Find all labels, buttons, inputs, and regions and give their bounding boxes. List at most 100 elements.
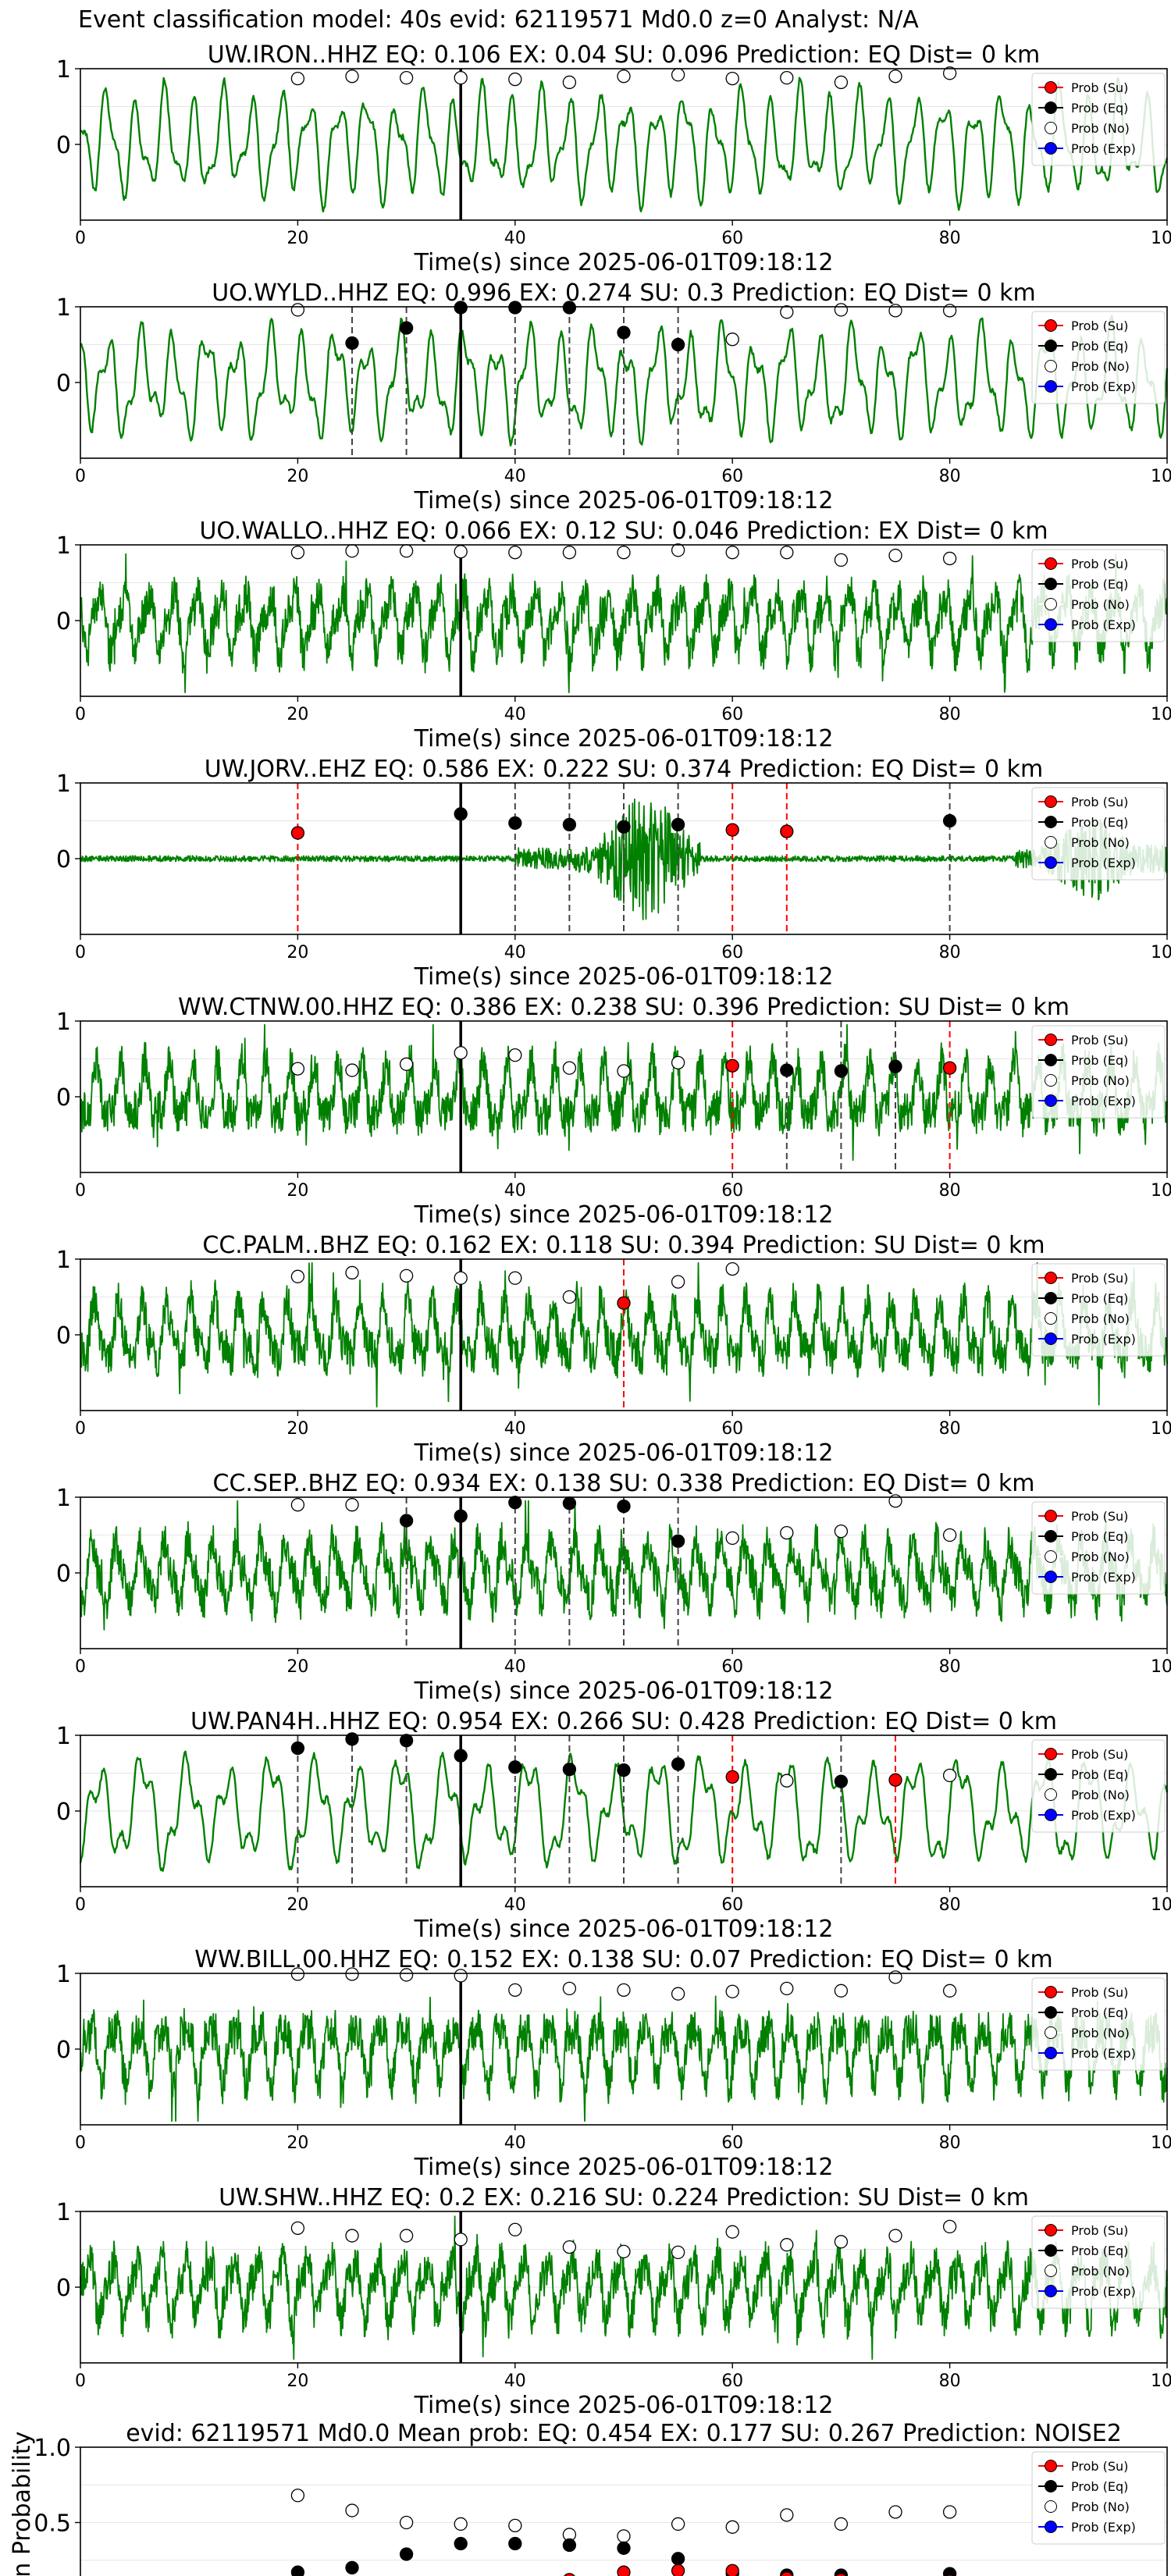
- legend-label-su: Prob (Su): [1071, 80, 1128, 95]
- panel-9: WW.BILL.00.HHZ EQ: 0.152 EX: 0.138 SU: 0…: [56, 1946, 1171, 2181]
- prob-point-no: [345, 1265, 359, 1280]
- x-tick-label: 100: [1151, 1181, 1171, 1201]
- legend-marker-su: [1045, 1986, 1057, 1998]
- legend-label-exp: Prob (Exp): [1071, 1808, 1136, 1823]
- x-tick-label: 80: [939, 2371, 961, 2391]
- legend-label-eq: Prob (Eq): [1071, 2243, 1128, 2258]
- x-tick-label: 0: [75, 229, 86, 248]
- prob-point-eq: [345, 336, 359, 350]
- x-tick-label: 80: [939, 705, 961, 724]
- panel-3: UO.WALLO..HHZ EQ: 0.066 EX: 0.12 SU: 0.0…: [56, 518, 1171, 753]
- prob-point-no: [725, 1984, 739, 1998]
- prob-point-eq: [617, 1763, 631, 1777]
- y-tick-label: 0.5: [34, 2510, 71, 2538]
- prob-point-no: [399, 1968, 414, 1982]
- prob-point-no: [562, 1061, 577, 1075]
- x-tick-label: 0: [75, 467, 86, 486]
- mean-prob-point-eq: [345, 2560, 359, 2575]
- y-tick-label: 1: [56, 1009, 71, 1036]
- x-tick-label: 0: [75, 2133, 86, 2153]
- prob-point-no: [671, 68, 685, 82]
- legend-marker-no: [1045, 1312, 1057, 1325]
- legend-marker-no: [1045, 2026, 1057, 2039]
- legend-label-eq: Prob (Eq): [1071, 1291, 1128, 1306]
- y-tick-label: 0: [56, 608, 71, 635]
- mean-prob-point-no: [942, 2505, 957, 2519]
- legend-label-exp: Prob (Exp): [1071, 379, 1136, 394]
- x-axis-label: Time(s) since 2025-06-01T09:18:12: [414, 2392, 834, 2419]
- prob-point-no: [780, 1981, 794, 1996]
- x-tick-label: 100: [1151, 943, 1171, 962]
- mean-prob-point-eq: [290, 2565, 305, 2576]
- legend-label-eq: Prob (Eq): [1071, 1053, 1128, 1068]
- waveform-trace: [80, 1995, 1168, 2122]
- waveform-trace: [80, 798, 1168, 920]
- y-tick-label: 1: [56, 56, 71, 84]
- prob-point-no: [345, 544, 359, 558]
- prob-point-no: [834, 75, 849, 90]
- x-tick-label: 0: [75, 943, 86, 962]
- legend-marker-exp: [1045, 2521, 1057, 2533]
- prob-point-no: [508, 72, 522, 87]
- legend-box: [1031, 311, 1166, 404]
- x-tick-label: 80: [939, 229, 961, 248]
- y-tick-label: 1: [56, 1961, 71, 1988]
- prob-point-no: [942, 1984, 957, 1998]
- x-axis-label: Time(s) since 2025-06-01T09:18:12: [414, 2154, 834, 2181]
- x-tick-label: 60: [721, 467, 743, 486]
- prob-point-su: [888, 1773, 902, 1787]
- legend-marker-su: [1045, 2224, 1057, 2236]
- y-tick-label: 1: [56, 294, 71, 322]
- prob-point-no: [780, 305, 794, 319]
- prob-point-no: [888, 1494, 902, 1508]
- waveform-trace: [80, 76, 1169, 213]
- prob-point-no: [562, 1290, 577, 1304]
- legend-label-su: Prob (Su): [1071, 318, 1128, 333]
- prob-point-no: [834, 303, 849, 317]
- x-tick-label: 80: [939, 1895, 961, 1915]
- mean-prob-point-eq: [399, 2547, 414, 2561]
- x-axis-label: Time(s) since 2025-06-01T09:18:12: [414, 1916, 834, 1943]
- legend-marker-exp: [1045, 2285, 1057, 2297]
- prob-point-eq: [454, 301, 468, 315]
- x-tick-label: 20: [287, 2133, 308, 2153]
- prob-point-no: [942, 551, 957, 566]
- panel-6: CC.PALM..BHZ EQ: 0.162 EX: 0.118 SU: 0.3…: [56, 1232, 1171, 1467]
- mean-prob-point-no: [725, 2520, 739, 2534]
- legend-marker-su: [1045, 557, 1057, 570]
- y-tick-label: 1: [56, 1723, 71, 1750]
- legend-marker-no: [1045, 2500, 1057, 2513]
- prob-point-eq: [562, 1496, 577, 1510]
- prob-point-eq: [617, 820, 631, 834]
- legend-marker-no: [1045, 836, 1057, 849]
- panel-title: WW.BILL.00.HHZ EQ: 0.152 EX: 0.138 SU: 0…: [194, 1946, 1052, 1973]
- legend-label-no: Prob (No): [1071, 2500, 1130, 2514]
- prob-point-su: [617, 1296, 631, 1310]
- panel-11: evid: 62119571 Md0.0 Mean prob: EQ: 0.45…: [9, 2420, 1168, 2576]
- x-tick-label: 20: [287, 229, 308, 248]
- prob-point-no: [888, 69, 902, 84]
- legend-marker-eq: [1045, 1768, 1057, 1781]
- legend-label-exp: Prob (Exp): [1071, 856, 1136, 870]
- axes-frame: [80, 2446, 1168, 2576]
- legend-label-eq: Prob (Eq): [1071, 1529, 1128, 1544]
- y-tick-label: 0: [56, 1560, 71, 1588]
- prob-point-no: [345, 2229, 359, 2243]
- x-tick-label: 20: [287, 1657, 308, 1677]
- legend-marker-no: [1045, 360, 1057, 372]
- legend-marker-no: [1045, 1550, 1057, 1563]
- legend-marker-su: [1045, 81, 1057, 94]
- x-axis-label: Time(s) since 2025-06-01T09:18:12: [414, 249, 834, 276]
- mean-prob-point-no: [834, 2517, 849, 2532]
- y-tick-label: 1: [56, 532, 71, 560]
- legend-marker-eq: [1045, 816, 1057, 828]
- y-tick-label: 0: [56, 1799, 71, 1826]
- prob-point-no: [942, 304, 957, 318]
- prob-point-no: [725, 71, 739, 86]
- prob-point-su: [780, 824, 794, 838]
- prob-point-no: [454, 1271, 468, 1285]
- y-tick-label: 0: [56, 846, 71, 873]
- legend-label-no: Prob (No): [1071, 835, 1130, 850]
- panel-10: UW.SHW..HHZ EQ: 0.2 EX: 0.216 SU: 0.224 …: [56, 2184, 1171, 2419]
- x-axis-label: Time(s) since 2025-06-01T09:18:12: [414, 487, 834, 514]
